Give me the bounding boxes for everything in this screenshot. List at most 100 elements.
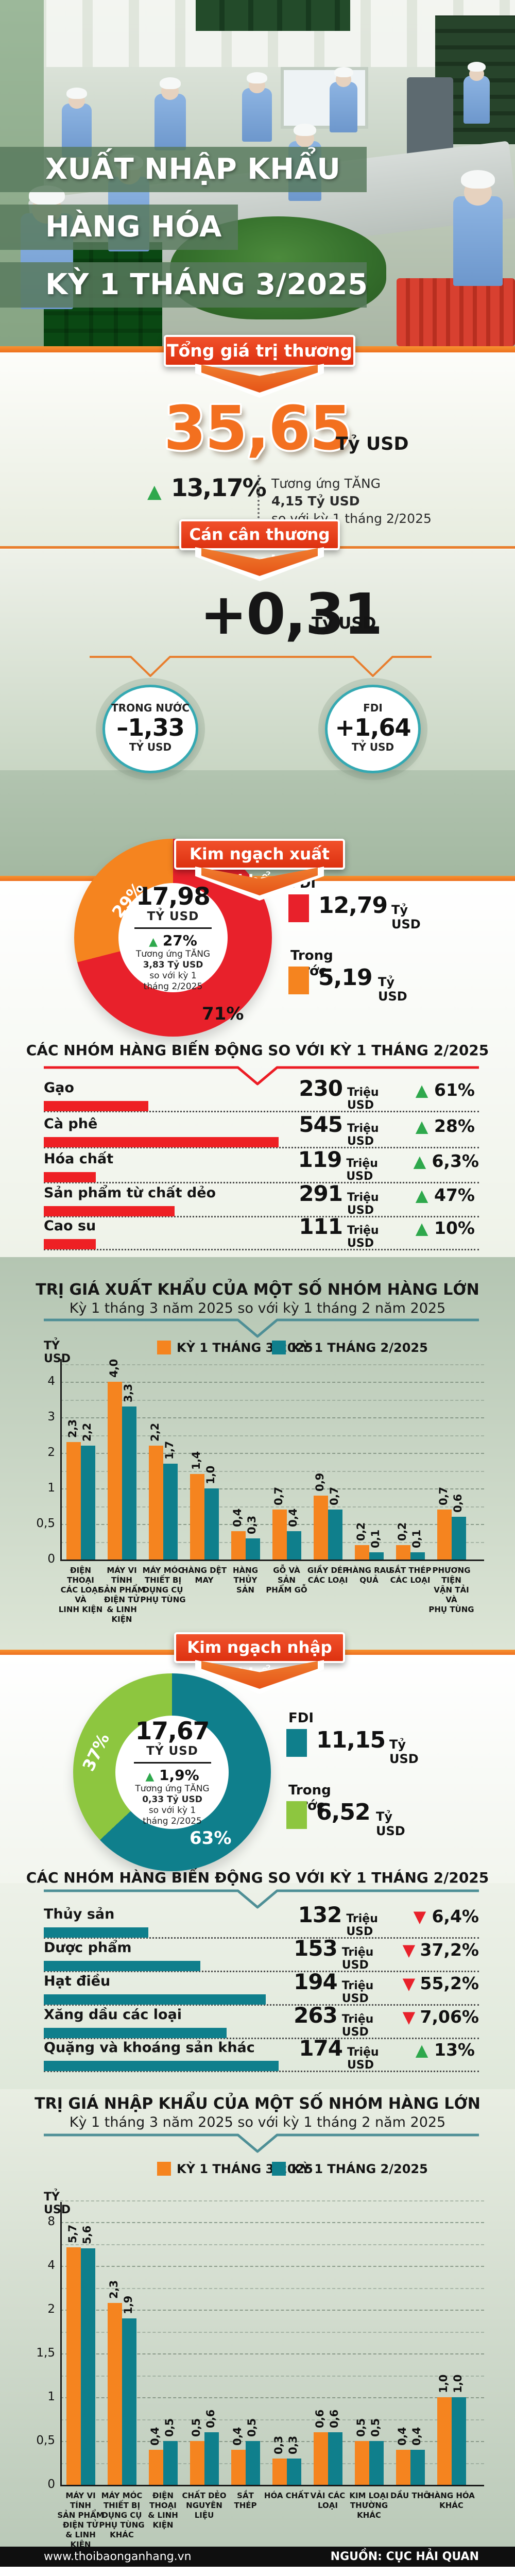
worker-body bbox=[242, 88, 272, 142]
gridline-minor bbox=[60, 2375, 484, 2377]
up-triangle-icon: ▲ bbox=[415, 1116, 428, 1136]
gridline-minor bbox=[60, 2200, 484, 2201]
mover-bar bbox=[44, 1206, 175, 1216]
down-triangle-icon: ▼ bbox=[402, 2007, 416, 2027]
bar-period-previous bbox=[80, 1446, 95, 1560]
import-donut-chart bbox=[73, 1673, 271, 1871]
y-tick-label: 3 bbox=[47, 1410, 55, 1423]
bar-period-current bbox=[107, 2303, 122, 2485]
import-donut-center: 17,67 TỶ USD ▲ 1,9% Tương ứng TĂNG 0,33 … bbox=[117, 1719, 228, 1827]
bar-value-label: 0,5 bbox=[163, 2418, 176, 2437]
photo-worker bbox=[242, 72, 272, 142]
dotted-leader-line bbox=[44, 1971, 479, 1972]
chart-plot-area: 2,3 2,2 ĐIỆN THOẠI CÁC LOẠI VÀ LINH KIỆN 4,… bbox=[59, 1359, 484, 1624]
mover-value: 230 bbox=[299, 1076, 343, 1101]
worker-haircap bbox=[66, 88, 87, 99]
teal-rule-notch bbox=[44, 2133, 479, 2153]
chart-legend-swatch bbox=[272, 1341, 286, 1354]
balance-bracket bbox=[90, 656, 432, 677]
x-category-label: KIM LOẠI THƯỜNG KHÁC bbox=[349, 2491, 389, 2520]
bar-value-label: 0,4 bbox=[396, 2427, 408, 2446]
x-category-label: GIẦY DÉP CÁC LOẠI bbox=[307, 1566, 349, 1585]
balance-value: +0,31 bbox=[200, 581, 383, 647]
up-triangle-icon: ▲ bbox=[413, 1151, 426, 1171]
worker-haircap bbox=[159, 77, 181, 89]
dotted-leader-line bbox=[44, 2071, 479, 2072]
bar-period-current bbox=[66, 2247, 81, 2485]
divider-line bbox=[134, 927, 212, 929]
gridline-major bbox=[60, 2310, 484, 2311]
bar-period-current bbox=[313, 1496, 328, 1560]
bar-period-current bbox=[148, 1446, 163, 1560]
mover-row: Hạt điều 194 Triệu USD ▼ 55,2% bbox=[44, 1969, 479, 2007]
bar-period-previous bbox=[410, 1552, 425, 1560]
bar-period-previous bbox=[163, 2441, 178, 2485]
y-tick-label: 1,5 bbox=[36, 2346, 55, 2360]
bar-value-label: 0,4 bbox=[410, 2427, 423, 2446]
main-title-line2: HÀNG HÓA bbox=[45, 210, 222, 244]
chart-legend-swatch bbox=[272, 2162, 286, 2176]
down-triangle-icon: ▼ bbox=[402, 1974, 416, 1993]
export-change-pct-value: 27% bbox=[162, 932, 197, 949]
bar-value-label: 0,6 bbox=[451, 1494, 464, 1513]
legend-value-unit: Tỷ USD bbox=[389, 1737, 419, 1766]
export-note-4: tháng 2/2025 bbox=[143, 981, 203, 992]
import-chart-subtitle: Kỳ 1 tháng 3 năm 2025 so với kỳ 1 tháng … bbox=[69, 2114, 446, 2130]
export-change-pct: ▲ 27% bbox=[119, 932, 227, 949]
mover-change-pct: 13% bbox=[434, 2040, 475, 2060]
export-total-unit: TỶ USD bbox=[147, 910, 199, 923]
x-category-label: ĐIỆN THOẠI & LINH KIỆN bbox=[148, 2491, 178, 2530]
bar-value-label: 0,5 bbox=[369, 2418, 382, 2437]
up-triangle-icon: ▲ bbox=[415, 1185, 428, 1205]
bar-period-previous bbox=[328, 1510, 342, 1560]
factory-photo: XUẤT NHẬP KHẨU HÀNG HÓA KỲ 1 THÁNG 3/202… bbox=[0, 0, 515, 346]
up-triangle-icon: ▲ bbox=[149, 936, 158, 948]
mover-value-group: 111 Triệu USD ▲ 10% bbox=[291, 1214, 479, 1250]
dotted-leader-line bbox=[44, 2004, 479, 2006]
bar-period-current bbox=[272, 2459, 287, 2485]
import-change-pct-value: 1,9% bbox=[159, 1767, 199, 1784]
gridline-minor bbox=[60, 1364, 484, 1365]
mover-row: Cà phê 545 Triệu USD ▲ 28% bbox=[44, 1112, 479, 1150]
mover-value-group: 132 Triệu USD ▼ 6,4% bbox=[291, 1902, 479, 1938]
bar-value-label: 0,9 bbox=[313, 1473, 326, 1492]
total-trade-change-pct: 13,17% bbox=[171, 474, 267, 502]
mover-unit: Triệu USD bbox=[347, 1122, 379, 1148]
bar-value-label: 0,4 bbox=[231, 2427, 244, 2446]
worker-haircap bbox=[468, 62, 486, 72]
bar-value-label: 0,7 bbox=[328, 1487, 340, 1505]
mover-value-group: 174 Triệu USD ▲ 13% bbox=[291, 2036, 479, 2072]
legend-swatch bbox=[286, 1729, 307, 1757]
mover-row: Quặng và khoáng sản khác 174 Triệu USD ▲ 13% bbox=[44, 2036, 479, 2074]
bar-value-label: 0,7 bbox=[437, 1487, 450, 1505]
import-total: 17,67 bbox=[135, 1717, 210, 1745]
mover-name: Gạo bbox=[44, 1080, 74, 1096]
legend-value: 6,52 bbox=[316, 1799, 371, 1825]
x-category-label: VẢI CÁC LOẠI bbox=[310, 2491, 346, 2510]
photo-worker bbox=[154, 77, 186, 151]
import-note-1: Tương ứng TĂNG bbox=[135, 1784, 210, 1794]
chart-legend-label: KỲ 1 THÁNG 2/2025 bbox=[291, 1341, 428, 1355]
legend-value-unit: Tỷ USD bbox=[376, 1809, 405, 1838]
bar-period-previous bbox=[451, 2397, 466, 2485]
import-change-pct: ▲ 1,9% bbox=[117, 1767, 228, 1784]
gridline-minor bbox=[60, 1399, 484, 1401]
x-category-label: ĐIỆN THOẠI CÁC LOẠI VÀ LINH KIỆN bbox=[58, 1566, 103, 1614]
bar-value-label: 0,5 bbox=[245, 2418, 258, 2437]
note-line1: Tương ứng TĂNG bbox=[271, 476, 381, 491]
bar-value-label: 0,5 bbox=[190, 2418, 202, 2437]
y-tick-label: 1 bbox=[47, 1481, 55, 1495]
bar-period-current bbox=[437, 1510, 452, 1560]
mover-change-pct: 28% bbox=[434, 1116, 475, 1136]
footer-website-link[interactable]: www.thoibaonganhang.vn bbox=[44, 2550, 192, 2563]
import-fdi-pct-label: 63% bbox=[190, 1828, 232, 1849]
bar-value-label: 1,7 bbox=[163, 1441, 176, 1460]
worker-body bbox=[464, 76, 490, 124]
mover-name: Sản phẩm từ chất dẻo bbox=[44, 1185, 216, 1201]
bar-period-current bbox=[231, 2450, 246, 2485]
worker-haircap bbox=[461, 170, 495, 189]
banner-total-trade-label: Tổng giá trị thương mại bbox=[164, 335, 355, 388]
up-triangle-icon: ▲ bbox=[415, 1080, 428, 1100]
bar-period-previous bbox=[122, 1406, 136, 1560]
